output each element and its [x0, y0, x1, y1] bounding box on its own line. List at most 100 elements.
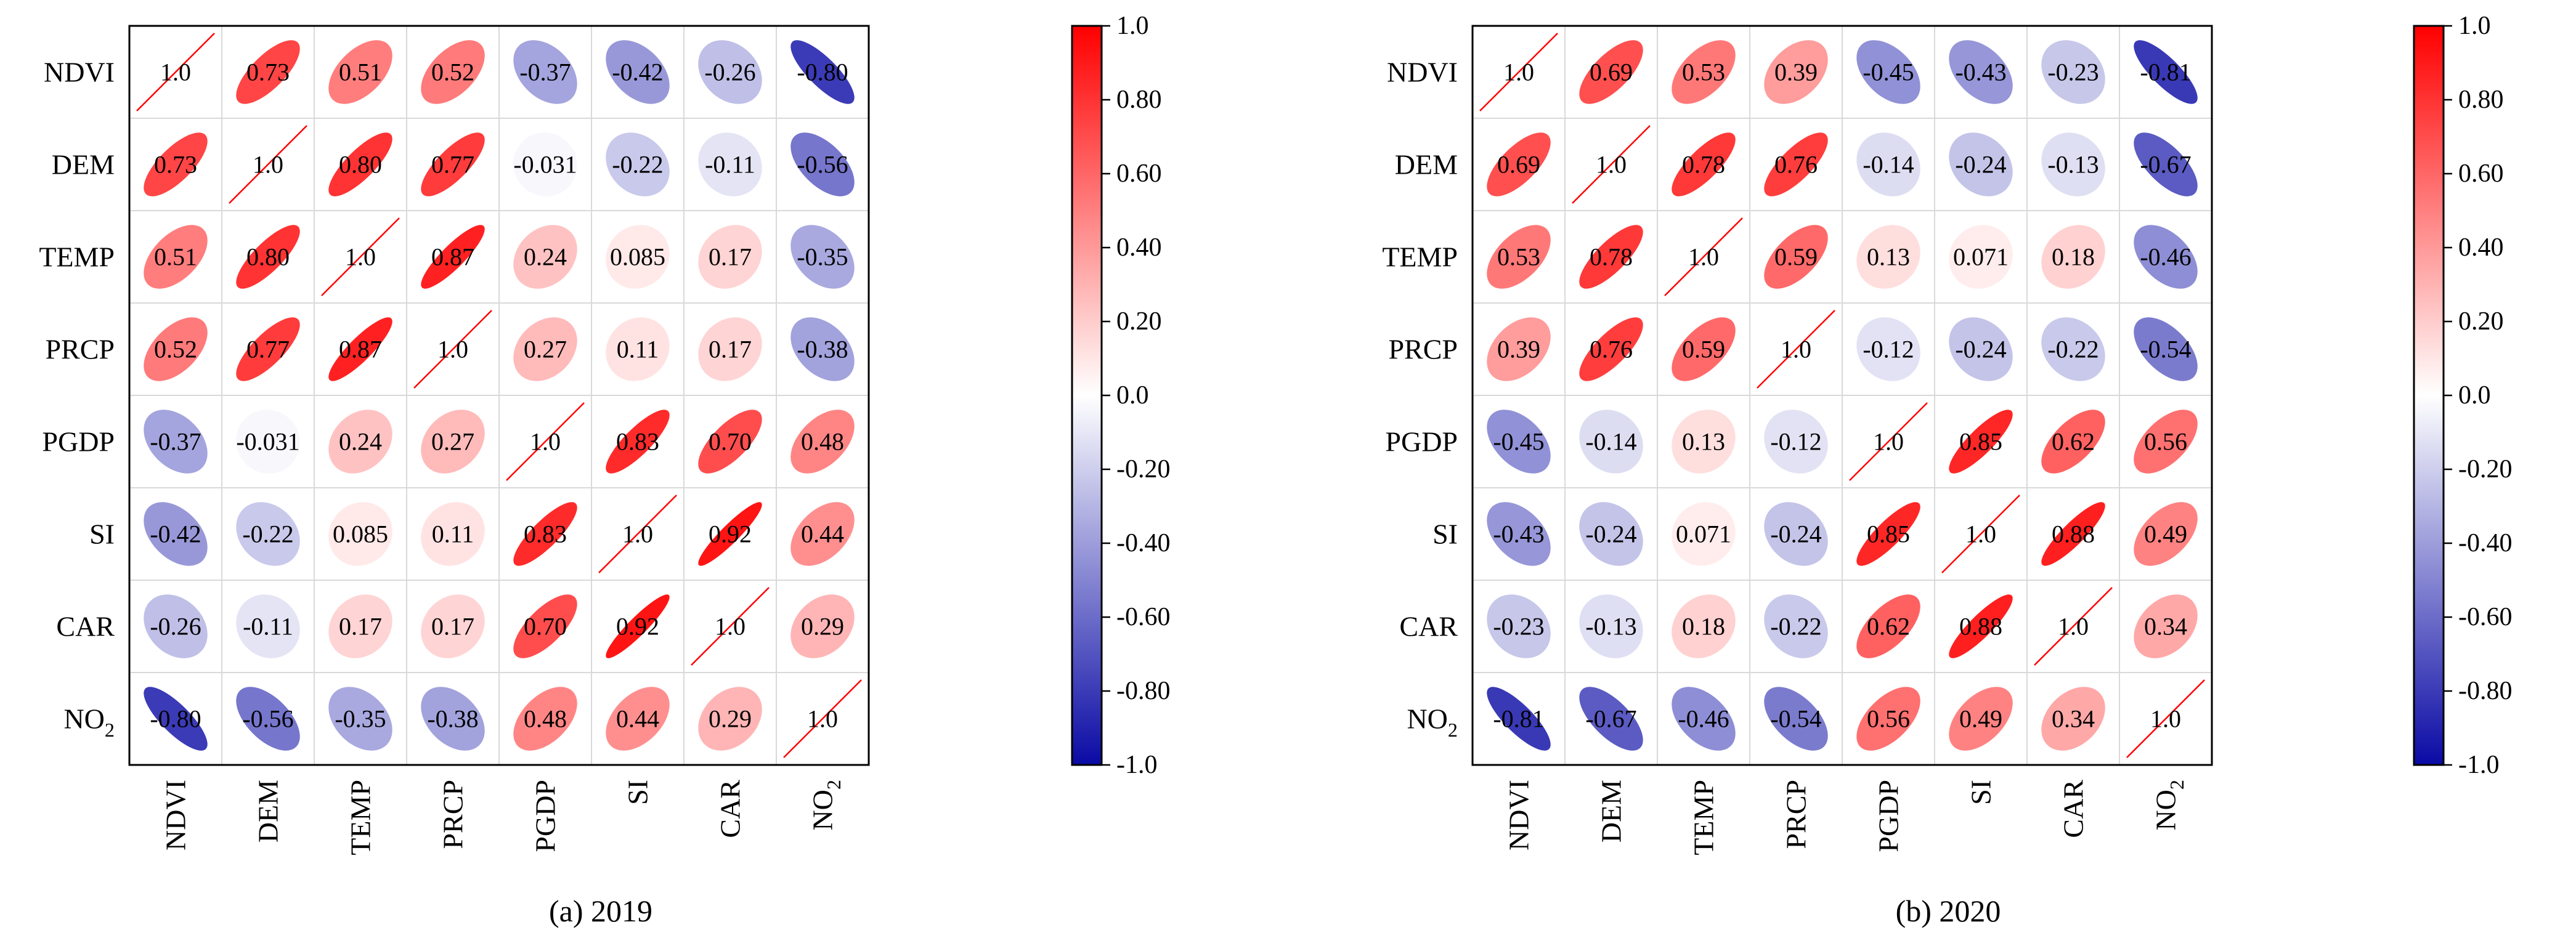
- correlation-ellipse: [1487, 317, 1551, 381]
- matrix-cell: 1.0: [1657, 210, 1750, 304]
- matrix-cell: 0.27: [498, 302, 592, 396]
- matrix-cell: -0.23: [1472, 580, 1566, 673]
- value-label: -0.11: [243, 613, 293, 641]
- matrix-frame: [128, 25, 870, 766]
- correlation-ellipse: [1856, 132, 1920, 196]
- panel-caption: (a) 2019: [549, 894, 652, 928]
- value-label: 0.11: [432, 520, 474, 548]
- diagonal-line: [1941, 495, 2020, 573]
- colorbar-tick-label: 0.0: [1116, 381, 1149, 410]
- matrix-cell: 1.0: [1934, 487, 2028, 581]
- value-label: 0.83: [616, 428, 659, 456]
- colorbar-tick-label: -1.0: [2458, 751, 2500, 779]
- matrix-cell: 0.59: [1749, 210, 1843, 304]
- matrix-cell: -0.13: [1564, 580, 1658, 673]
- colorbar-gradient: [2413, 25, 2445, 766]
- matrix-cell: 0.29: [683, 672, 777, 766]
- matrix-cell: 0.53: [1472, 210, 1566, 304]
- column-label: NO2: [807, 780, 845, 831]
- value-label: -0.46: [2140, 243, 2191, 271]
- correlation-ellipse: [698, 40, 762, 104]
- correlation-ellipse: [1487, 410, 1551, 474]
- column-label: DEM: [1596, 780, 1627, 843]
- value-label: -0.22: [242, 520, 293, 548]
- correlation-ellipse: [1764, 502, 1828, 566]
- correlation-ellipse: [236, 225, 300, 289]
- correlation-ellipse: [421, 594, 485, 658]
- correlation-ellipse: [1764, 594, 1828, 658]
- correlation-ellipse: [1579, 410, 1643, 474]
- value-label: 0.69: [1497, 151, 1540, 179]
- colorbar-tick-label: 0.40: [2458, 233, 2504, 262]
- correlation-ellipse: [1579, 225, 1643, 289]
- correlation-ellipse: [1672, 40, 1736, 104]
- value-label: -0.38: [797, 336, 848, 363]
- matrix-cell: 0.80: [221, 210, 315, 304]
- matrix-cell: 1.0: [221, 118, 315, 211]
- correlation-ellipse: [236, 410, 300, 474]
- value-label: 0.59: [1682, 336, 1725, 363]
- row-label: PRCP: [1388, 334, 1458, 365]
- matrix-cell: -0.37: [498, 25, 592, 119]
- correlation-ellipse: [513, 132, 577, 196]
- correlation-ellipse: [790, 410, 855, 474]
- matrix-cell: -0.14: [1842, 118, 1935, 211]
- row-label: SI: [1432, 519, 1458, 550]
- matrix-cell: -0.11: [221, 580, 315, 673]
- matrix-cell: 0.24: [498, 210, 592, 304]
- correlation-ellipse: [1949, 410, 2013, 474]
- value-label: 0.34: [2052, 705, 2095, 733]
- value-label: -0.22: [1770, 613, 1821, 641]
- correlation-ellipse: [1856, 687, 1920, 751]
- matrix-cell: -0.54: [1749, 672, 1843, 766]
- value-label: -0.26: [150, 613, 201, 641]
- value-label: 1.0: [2058, 613, 2089, 641]
- matrix-cell: 0.62: [1842, 580, 1935, 673]
- value-label: -0.24: [1585, 520, 1636, 548]
- matrix-cell: -0.42: [129, 487, 222, 581]
- matrix-cell: 0.17: [683, 210, 777, 304]
- matrix-cell: 0.071: [1934, 210, 2028, 304]
- correlation-ellipse: [1487, 225, 1551, 289]
- matrix-cell: -0.43: [1934, 25, 2028, 119]
- value-label: 0.24: [339, 428, 382, 456]
- value-label: -0.56: [242, 705, 293, 733]
- column-label: PGDP: [1873, 780, 1904, 852]
- value-label: 0.69: [1590, 59, 1633, 86]
- diagonal-line: [506, 402, 585, 481]
- value-label: 0.44: [616, 705, 659, 733]
- correlation-ellipse: [1949, 687, 2013, 751]
- value-label: 0.92: [709, 520, 752, 548]
- correlation-ellipse: [1764, 132, 1828, 196]
- correlation-ellipse: [328, 40, 392, 104]
- colorbar-tick-label: -0.40: [2458, 529, 2513, 557]
- correlation-ellipse: [421, 40, 485, 104]
- value-label: 0.56: [2144, 428, 2187, 456]
- correlation-ellipse: [144, 317, 208, 381]
- matrix-cell: 0.85: [1934, 395, 2028, 488]
- matrix-cell: 0.17: [314, 580, 407, 673]
- matrix-cell: -0.22: [1749, 580, 1843, 673]
- value-label: -0.54: [2140, 336, 2191, 363]
- correlation-ellipse: [421, 132, 485, 196]
- matrix-cell: 0.53: [1657, 25, 1750, 119]
- value-label: 0.51: [339, 59, 382, 86]
- matrix-cell: 0.52: [406, 25, 500, 119]
- value-label: -0.81: [2140, 59, 2191, 86]
- value-label: -0.13: [1585, 613, 1636, 641]
- value-label: 1.0: [622, 520, 653, 548]
- value-label: 1.0: [530, 428, 561, 456]
- value-label: 0.17: [709, 243, 752, 271]
- colorbar-tick-label: 1.0: [1116, 12, 1149, 40]
- matrix-cell: -0.67: [1564, 672, 1658, 766]
- correlation-ellipse: [1764, 687, 1828, 751]
- value-label: -0.22: [2047, 336, 2099, 363]
- diagonal-line: [1757, 310, 1835, 389]
- column-label: PGDP: [530, 780, 561, 852]
- matrix-cell: 0.085: [314, 487, 407, 581]
- correlation-ellipse: [698, 132, 762, 196]
- correlation-ellipse: [236, 40, 300, 104]
- correlation-ellipse: [1949, 225, 2013, 289]
- value-label: 1.0: [1503, 59, 1534, 86]
- matrix-cell: 0.34: [2119, 580, 2212, 673]
